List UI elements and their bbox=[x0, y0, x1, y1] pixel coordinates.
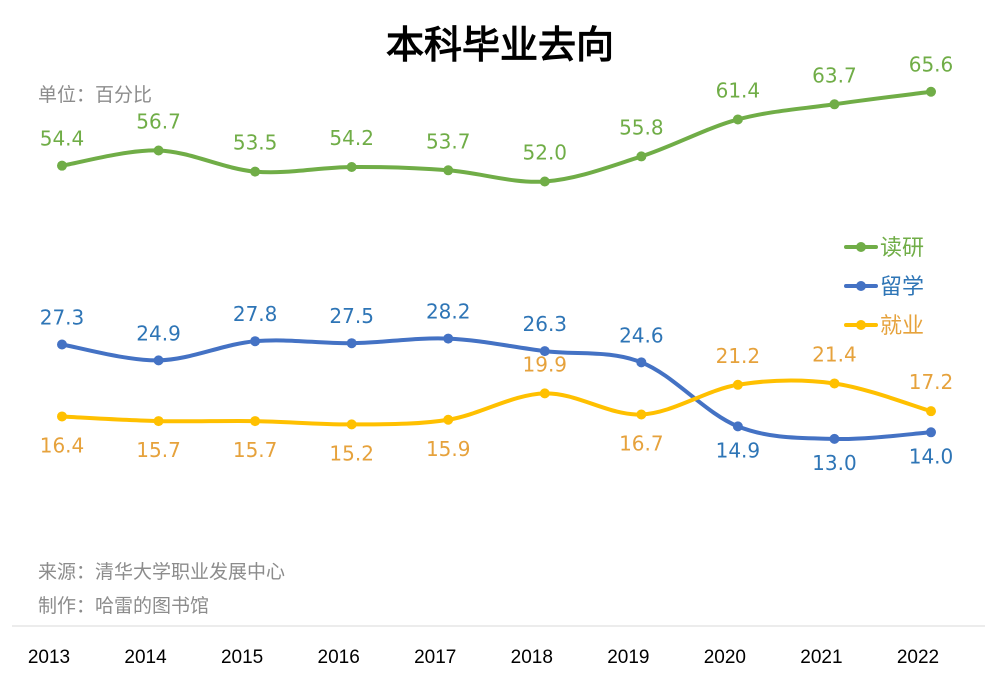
series-line bbox=[60, 89, 933, 184]
data-label: 19.9 bbox=[523, 352, 568, 376]
data-label: 13.0 bbox=[812, 451, 857, 475]
data-label: 14.0 bbox=[909, 444, 954, 468]
x-tick-label: 2014 bbox=[124, 647, 167, 668]
unit-note: 单位：百分比 bbox=[38, 84, 152, 106]
x-tick-label: 2019 bbox=[607, 647, 649, 668]
data-label: 27.5 bbox=[329, 304, 374, 328]
x-tick-label: 2017 bbox=[414, 647, 456, 668]
legend-label: 就业 bbox=[880, 314, 924, 339]
data-point bbox=[346, 338, 357, 349]
data-label: 55.8 bbox=[619, 115, 664, 139]
data-label: 27.3 bbox=[40, 306, 85, 330]
data-point bbox=[732, 421, 743, 432]
data-point bbox=[443, 165, 454, 176]
x-tick-label: 2018 bbox=[511, 647, 553, 668]
legend-item-2: 留学 bbox=[844, 275, 924, 300]
x-tick-label: 2015 bbox=[221, 647, 263, 668]
data-label: 15.7 bbox=[233, 438, 278, 462]
legend-item-3: 就业 bbox=[844, 314, 924, 339]
data-point bbox=[926, 86, 936, 97]
data-label: 28.2 bbox=[426, 300, 471, 324]
x-tick-label: 2022 bbox=[897, 647, 939, 668]
data-label: 65.6 bbox=[909, 53, 954, 77]
data-point bbox=[346, 419, 357, 430]
legend-label: 留学 bbox=[880, 275, 924, 300]
data-point bbox=[926, 406, 936, 417]
data-label: 52.0 bbox=[523, 141, 568, 165]
series-1: 54.4 56.7 53.5 54.2 53.7 52.0 55.8 61.4 63.7 65.6 bbox=[40, 53, 954, 187]
data-label: 24.6 bbox=[619, 323, 664, 347]
data-label: 27.8 bbox=[233, 302, 278, 326]
data-point bbox=[250, 416, 261, 427]
data-label: 61.4 bbox=[716, 78, 761, 102]
data-label: 24.9 bbox=[136, 321, 181, 345]
data-point bbox=[539, 346, 550, 357]
data-label: 53.7 bbox=[426, 129, 471, 153]
data-point bbox=[250, 166, 261, 177]
data-point bbox=[153, 416, 164, 427]
data-label: 21.4 bbox=[812, 342, 857, 366]
x-tick-label: 2013 bbox=[28, 647, 70, 668]
data-label: 21.2 bbox=[716, 344, 761, 368]
data-point bbox=[57, 339, 67, 350]
data-point bbox=[829, 378, 840, 389]
series-layer: 54.4 56.7 53.5 54.2 53.7 52.0 55.8 61.4 63.7 65.6… bbox=[40, 53, 954, 475]
data-label: 14.9 bbox=[716, 438, 761, 462]
data-label: 53.5 bbox=[233, 131, 278, 155]
data-point bbox=[732, 114, 743, 125]
data-point bbox=[829, 99, 840, 110]
x-tick-label: 2020 bbox=[704, 647, 746, 668]
data-point bbox=[346, 161, 357, 172]
data-label: 54.4 bbox=[40, 127, 85, 151]
series-2: 27.3 24.9 27.8 27.5 28.2 26.3 24.6 14.9 13.0 14.0 bbox=[40, 300, 954, 475]
data-label: 15.2 bbox=[329, 441, 374, 465]
source-note: 来源：清华大学职业发展中心 bbox=[38, 561, 285, 583]
data-label: 15.7 bbox=[136, 438, 181, 462]
data-point bbox=[636, 409, 647, 420]
data-point bbox=[153, 145, 164, 156]
data-label: 56.7 bbox=[136, 109, 181, 133]
legend-marker bbox=[856, 242, 866, 252]
series-line bbox=[60, 336, 933, 441]
data-point bbox=[539, 176, 550, 187]
data-point bbox=[57, 160, 67, 171]
chart-title: 本科毕业去向 bbox=[386, 23, 614, 67]
data-label: 54.2 bbox=[329, 126, 374, 150]
data-label: 16.7 bbox=[619, 431, 664, 455]
author-note: 制作：哈雷的图书馆 bbox=[38, 595, 209, 617]
legend-label: 读研 bbox=[880, 236, 924, 261]
data-point bbox=[443, 414, 454, 425]
legend-marker bbox=[856, 281, 866, 291]
series-line bbox=[60, 378, 933, 427]
data-point bbox=[926, 427, 936, 438]
data-point bbox=[153, 355, 164, 366]
data-label: 26.3 bbox=[523, 312, 568, 336]
x-tick-label: 2021 bbox=[800, 647, 842, 668]
data-point bbox=[732, 379, 743, 390]
legend-marker bbox=[856, 320, 866, 330]
data-point bbox=[539, 388, 550, 399]
data-point bbox=[57, 411, 67, 422]
x-tick-label: 2016 bbox=[318, 647, 360, 668]
data-label: 16.4 bbox=[40, 433, 85, 457]
legend-item-1: 读研 bbox=[844, 236, 924, 261]
data-point bbox=[250, 336, 261, 347]
data-point bbox=[829, 433, 840, 444]
data-label: 17.2 bbox=[909, 370, 954, 394]
data-point bbox=[443, 333, 454, 344]
x-tick-layer: 2013 2014 2015 2016 2017 2018 2019 2020 2021 2022 bbox=[28, 647, 939, 668]
data-label: 63.7 bbox=[812, 63, 857, 87]
data-point bbox=[636, 151, 647, 162]
series-3: 16.4 15.7 15.7 15.2 15.9 19.9 16.7 21.2 21.4 17.2 bbox=[40, 342, 954, 465]
data-label: 15.9 bbox=[426, 437, 471, 461]
data-point bbox=[636, 357, 647, 368]
